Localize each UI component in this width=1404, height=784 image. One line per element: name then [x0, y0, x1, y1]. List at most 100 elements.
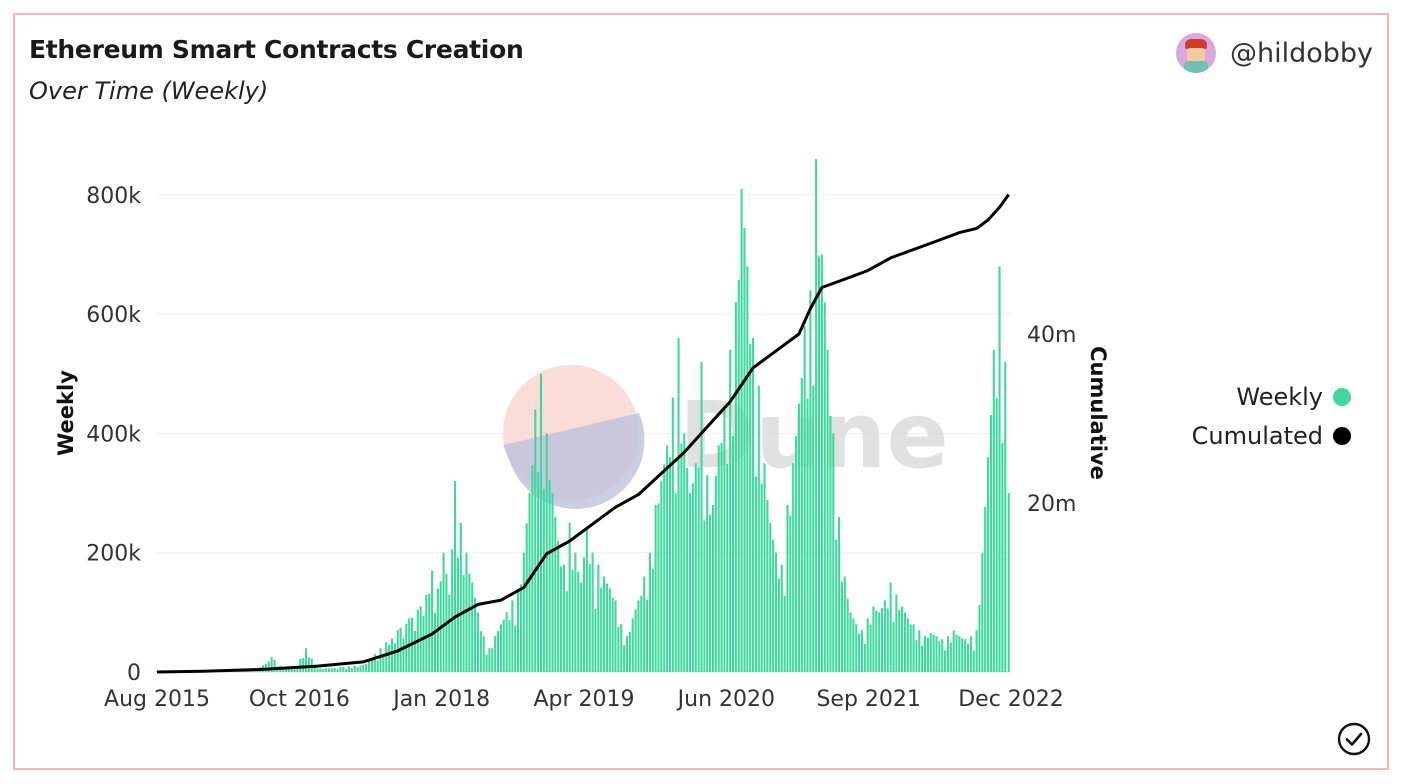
bar — [645, 599, 649, 672]
bar — [299, 658, 302, 672]
bar — [981, 552, 984, 672]
bar — [293, 669, 296, 672]
bar — [815, 159, 818, 673]
bar — [508, 620, 511, 672]
verified-check-icon[interactable] — [1337, 722, 1371, 756]
bar — [304, 648, 308, 672]
legend-item-weekly[interactable]: Weekly — [1192, 377, 1351, 416]
bar — [267, 661, 270, 672]
bar — [385, 642, 388, 672]
bar — [628, 632, 631, 672]
bar — [296, 666, 299, 672]
bar — [932, 634, 935, 672]
bar — [832, 433, 835, 672]
bar — [749, 344, 752, 672]
bar — [660, 481, 663, 672]
bar — [926, 637, 929, 672]
bar — [987, 457, 990, 672]
chart-title: Ethereum Smart Contracts Creation — [29, 35, 524, 64]
bar — [912, 624, 915, 672]
bar — [1007, 493, 1010, 672]
bar — [342, 667, 345, 672]
bar — [929, 633, 932, 672]
bar — [608, 588, 611, 672]
bar — [923, 636, 927, 672]
bar — [591, 552, 594, 672]
bar — [946, 636, 950, 672]
bar — [307, 657, 310, 672]
bar — [482, 636, 485, 672]
y-tick-label-right: 40m — [1027, 323, 1076, 348]
bar — [597, 564, 600, 672]
bar — [949, 642, 952, 672]
bar — [422, 616, 425, 672]
x-tick-label: Jun 2020 — [676, 687, 775, 712]
bar — [961, 638, 964, 672]
bar — [537, 472, 540, 672]
bar — [789, 515, 792, 672]
bar — [577, 571, 580, 672]
bar — [353, 665, 356, 672]
bar — [869, 624, 872, 672]
bar — [803, 326, 806, 672]
bar — [562, 564, 565, 672]
bar — [290, 669, 293, 672]
bar — [812, 385, 815, 672]
y-tick-label-right: 20m — [1027, 492, 1076, 517]
bar — [568, 522, 571, 672]
legend: Weekly Cumulated — [1192, 377, 1351, 455]
bar — [336, 668, 339, 672]
bar — [528, 493, 531, 672]
bar — [1001, 443, 1004, 672]
bar — [451, 549, 454, 672]
legend-item-cumulated[interactable]: Cumulated — [1192, 416, 1351, 455]
bar — [703, 520, 706, 672]
bar — [901, 606, 904, 672]
bar — [843, 576, 846, 672]
y-axis-title-right: Cumulative — [1086, 346, 1110, 480]
bar — [339, 667, 342, 672]
bar — [763, 463, 766, 672]
bar — [522, 552, 525, 672]
bar — [270, 657, 273, 672]
bar — [373, 654, 376, 672]
bar — [998, 266, 1001, 672]
bar — [729, 349, 732, 672]
bar — [657, 503, 660, 672]
bar — [654, 504, 657, 672]
bar — [370, 658, 373, 672]
bar — [316, 668, 319, 672]
x-tick-label: Oct 2016 — [249, 687, 350, 712]
x-tick-label: Apr 2019 — [533, 687, 634, 712]
bar — [514, 625, 517, 672]
bar — [826, 349, 829, 672]
bar — [806, 398, 809, 672]
bar — [585, 528, 588, 672]
author-link[interactable]: @hildobby — [1175, 33, 1373, 73]
bar — [327, 668, 330, 672]
bar — [671, 397, 674, 672]
y-axis-title-left: Weekly — [54, 370, 78, 456]
bar — [680, 443, 683, 672]
bar — [350, 668, 353, 672]
bar — [938, 641, 941, 672]
bar — [485, 654, 488, 672]
bar — [631, 618, 634, 672]
bar — [984, 506, 987, 672]
bar — [390, 638, 394, 672]
bar — [760, 483, 763, 672]
bar — [909, 624, 912, 672]
bar — [468, 573, 471, 672]
bar — [706, 475, 709, 672]
bar — [313, 666, 316, 672]
bar — [539, 373, 543, 672]
bar — [551, 493, 554, 672]
bar — [476, 612, 480, 672]
bar — [734, 302, 737, 672]
bar — [273, 659, 276, 672]
bar — [459, 522, 462, 672]
bar — [302, 658, 305, 672]
bar — [611, 597, 614, 672]
bar — [474, 597, 477, 672]
bar — [714, 475, 717, 672]
